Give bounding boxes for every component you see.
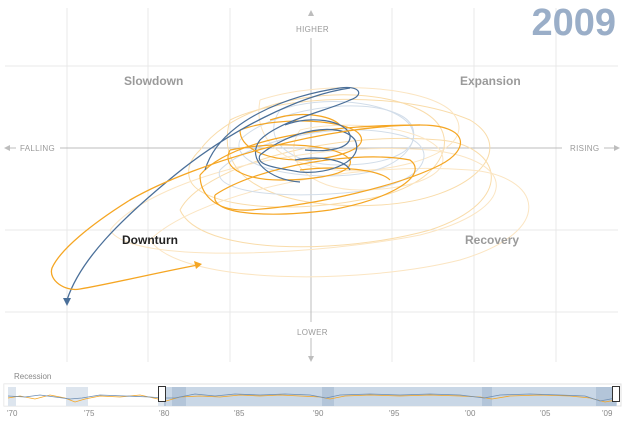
axis-arrows: [4, 10, 620, 362]
timeline-orange-line: [7, 394, 617, 403]
timeline-tick[interactable]: '90: [313, 409, 324, 418]
axis-label-falling: FALLING: [20, 144, 56, 153]
timeline-blue-line: [7, 393, 617, 402]
arrow-left-icon: [4, 145, 10, 151]
recession-legend-label: Recession: [14, 372, 52, 381]
timeline-tick[interactable]: '75: [84, 409, 95, 418]
axis-label-lower: LOWER: [297, 328, 328, 337]
timeline-end-handle[interactable]: [612, 386, 620, 402]
timeline-tick[interactable]: '05: [540, 409, 551, 418]
quadrant-label-downturn: Downturn: [122, 233, 178, 247]
quadrant-label-slowdown: Slowdown: [124, 74, 184, 88]
quadrant-label-expansion: Expansion: [460, 74, 521, 88]
timeline-panel[interactable]: [3, 383, 622, 407]
arrow-up-icon: [308, 10, 314, 16]
series-blue-paths: [204, 86, 360, 183]
timeline-tick[interactable]: '80: [159, 409, 170, 418]
axis-label-higher: HIGHER: [296, 25, 329, 34]
timeline-tick[interactable]: '00: [465, 409, 476, 418]
timeline-tick[interactable]: '09: [602, 409, 613, 418]
timeline-tick[interactable]: '85: [234, 409, 245, 418]
blue-trail-arrow-icon: [63, 298, 71, 306]
arrow-down-icon: [308, 356, 314, 362]
timeline-tick[interactable]: '95: [389, 409, 400, 418]
arrow-right-icon: [614, 145, 620, 151]
current-year: 2009: [531, 2, 616, 44]
axis-label-rising: RISING: [570, 144, 600, 153]
recent-blue-trail: [66, 87, 351, 301]
orange-trail-arrow-icon: [194, 261, 202, 269]
timeline-start-handle[interactable]: [158, 386, 166, 402]
timeline-unselected: [4, 384, 164, 406]
quadrant-label-recovery: Recovery: [465, 233, 520, 247]
timeline-selection: [164, 387, 617, 406]
recent-orange-trail: [50, 124, 421, 291]
timeline-tick[interactable]: '70: [7, 409, 18, 418]
